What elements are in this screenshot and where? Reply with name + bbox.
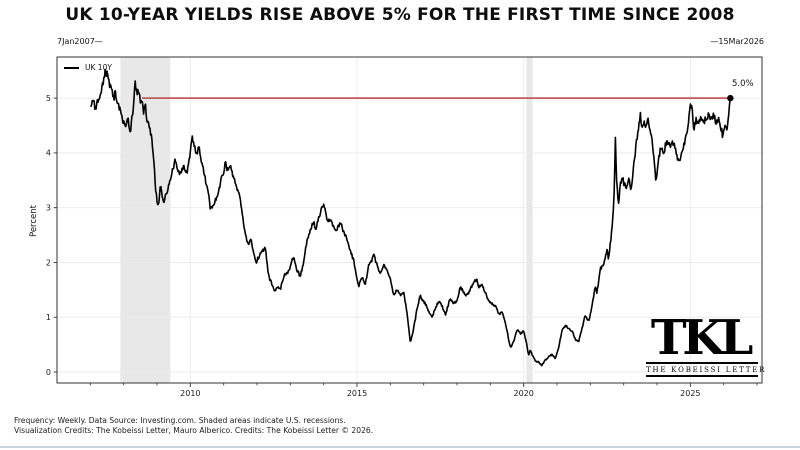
threshold-annotation: 5.0%	[732, 79, 754, 89]
uk10y-series-line	[90, 68, 732, 367]
logo-monogram: TKL	[650, 310, 754, 366]
x-tick-label: 2015	[347, 389, 367, 398]
latest-point-marker	[727, 94, 734, 102]
y-tick-label: 5	[46, 94, 51, 103]
bottom-divider	[0, 446, 800, 448]
recession-band	[526, 57, 533, 383]
footer-line-1: Frequency: Weekly. Data Source: Investin…	[14, 416, 346, 425]
footer-credits: Frequency: Weekly. Data Source: Investin…	[14, 416, 373, 437]
y-tick-label: 1	[46, 313, 51, 322]
footer-line-2: Visualization Credits: The Kobeissi Lett…	[14, 426, 374, 436]
x-tick-label: 2020	[513, 389, 533, 398]
y-axis-title: Percent	[29, 205, 39, 237]
start-date-label: 7Jan2007—	[57, 37, 103, 46]
y-tick-label: 3	[46, 203, 51, 212]
legend-label: UK 10Y	[85, 63, 112, 72]
x-tick-label: 2025	[680, 389, 700, 398]
page-title: UK 10-YEAR YIELDS RISE ABOVE 5% FOR THE …	[65, 5, 735, 25]
legend: UK 10Y	[64, 63, 112, 72]
plot-border	[56, 56, 763, 384]
series-line-swatch	[64, 66, 79, 69]
kobeissi-letter-logo: TKL THE KOBEISSI LETTER	[646, 314, 764, 377]
y-tick-label: 4	[46, 149, 51, 158]
y-tick-label: 2	[46, 258, 51, 267]
logo-name: THE KOBEISSI LETTER	[646, 362, 764, 377]
end-date-label: —15Mar2026	[710, 37, 764, 46]
x-tick-label: 2010	[180, 389, 200, 398]
y-tick-label: 0	[46, 368, 51, 377]
